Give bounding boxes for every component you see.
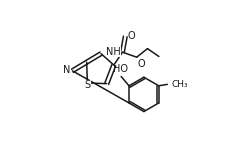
- Text: CH₃: CH₃: [171, 80, 187, 89]
- Text: O: O: [127, 31, 135, 41]
- Text: O: O: [137, 59, 144, 69]
- Text: N: N: [63, 65, 70, 76]
- Text: HO: HO: [113, 64, 128, 74]
- Text: NH: NH: [106, 47, 121, 57]
- Text: S: S: [84, 80, 91, 90]
